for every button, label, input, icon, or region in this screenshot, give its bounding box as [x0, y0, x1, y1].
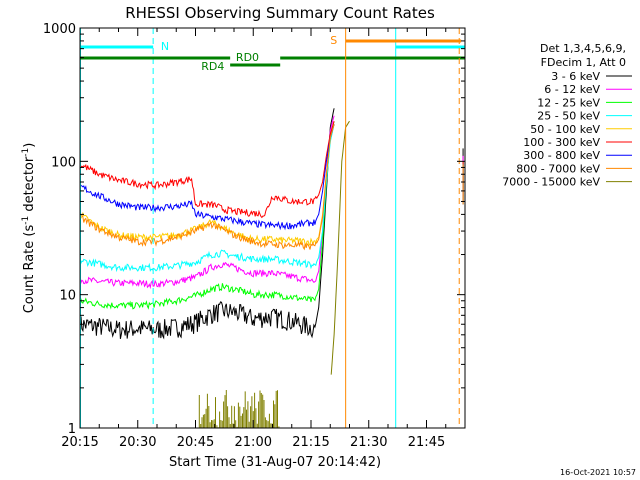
series-line-7 — [80, 124, 335, 251]
x-axis-label: Start Time (31-Aug-07 20:14:42) — [169, 455, 381, 470]
legend-label: 7000 - 15000 keV — [502, 176, 600, 189]
y-tick-label: 10 — [59, 289, 76, 304]
x-tick-label: 21:15 — [292, 435, 329, 450]
y-axis-label-part: detector — [22, 156, 37, 216]
timestamp: 16-Oct-2021 10:57 — [560, 468, 636, 477]
legend-header-line: FDecim 1, Att 0 — [541, 56, 626, 69]
legend-header-line: Det 1,3,4,5,6,9, — [540, 42, 626, 55]
y-axis-label-sup: -1 — [21, 148, 31, 157]
y-tick-label: 1 — [68, 422, 76, 437]
annotation-n: N — [161, 40, 169, 53]
annotation-rd0: RD0 — [236, 51, 259, 64]
y-axis-label-part: Count Rate (s — [22, 225, 37, 314]
legend-label: 6 - 12 keV — [544, 83, 600, 96]
annotation-rd4: RD4 — [201, 60, 224, 73]
y-axis-label-part: ) — [22, 143, 37, 148]
legend-label: 3 - 6 keV — [551, 70, 600, 83]
series-line-0 — [80, 108, 335, 340]
series-line-4 — [80, 124, 335, 247]
legend-label: 12 - 25 keV — [537, 96, 600, 109]
y-axis-label: Count Rate (s-1 detector-1) — [21, 143, 37, 314]
x-axis: 20:15 20:30 20:45 21:00 21:15 21:30 21:45 — [61, 28, 466, 450]
y-axis-label-sup: -1 — [21, 216, 31, 225]
y-tick-label: 1000 — [43, 22, 76, 37]
legend-label: 800 - 7000 keV — [516, 162, 600, 175]
series-bursts-olive — [198, 390, 280, 428]
plot-frame — [79, 27, 466, 429]
series-line-3 — [80, 124, 335, 273]
y-axis: 1 10 100 1000 — [43, 22, 465, 437]
annotation-layer: N RD0 RD4 S — [80, 28, 465, 428]
x-tick-label: 21:45 — [408, 435, 445, 450]
series-line-1 — [80, 115, 335, 290]
legend-label: 50 - 100 keV — [530, 123, 600, 136]
legend: Det 1,3,4,5,6,9, FDecim 1, Att 0 3 - 6 k… — [502, 42, 632, 189]
x-tick-label: 20:45 — [177, 435, 214, 450]
legend-label: 100 - 300 keV — [523, 136, 600, 149]
chart-title: RHESSI Observing Summary Count Rates — [125, 4, 435, 22]
series-line-olive — [330, 120, 350, 375]
legend-label: 25 - 50 keV — [537, 110, 600, 123]
x-tick-label: 21:00 — [235, 435, 272, 450]
legend-label: 300 - 800 keV — [523, 149, 600, 162]
x-tick-label: 21:30 — [350, 435, 387, 450]
series-line-6 — [80, 124, 335, 231]
series-line-2 — [80, 121, 335, 310]
x-tick-label: 20:30 — [119, 435, 156, 450]
series-layer — [80, 108, 464, 428]
x-tick-label: 20:15 — [61, 435, 98, 450]
y-tick-label: 100 — [51, 155, 76, 170]
series-line-5 — [80, 121, 335, 219]
annotation-s: S — [330, 34, 337, 47]
